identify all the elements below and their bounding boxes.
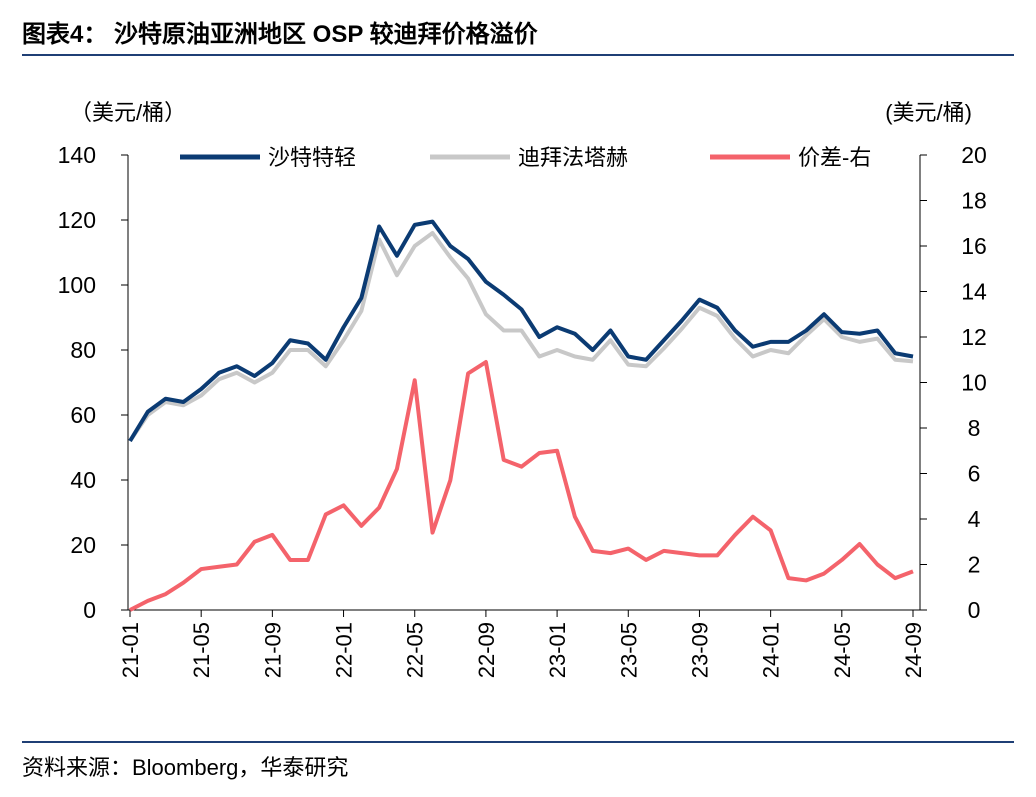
y-tick-label: 80 [70,337,96,363]
legend-label: 沙特特轻 [268,145,356,170]
x-tick-label: 24-05 [830,622,855,678]
title: 图表4： 沙特原油亚洲地区 OSP 较迪拜价格溢价 [22,20,539,48]
y-tick-label: 40 [70,467,96,493]
y-tick-label: 100 [58,272,96,298]
series-line [129,360,914,612]
x-tick-label: 21-05 [189,622,214,678]
x-tick-label: 22-01 [332,622,357,678]
y-tick-label: 140 [58,142,96,168]
y2-tick-label: 16 [961,233,987,259]
y-tick-label: 120 [58,207,96,233]
y2-tick-label: 0 [968,597,981,623]
x-tick-label: 24-01 [759,622,784,678]
x-tick-label: 24-09 [901,622,926,678]
legend-label: 迪拜法塔赫 [518,145,628,170]
y2-tick-label: 6 [968,461,981,487]
y2-tick-label: 20 [961,142,987,168]
y2-tick-label: 14 [961,279,987,305]
x-tick-label: 23-09 [687,622,712,678]
y2-tick-label: 12 [961,324,987,350]
x-tick-label: 22-05 [403,622,428,678]
series-line [128,231,914,443]
y-tick-label: 0 [83,597,96,623]
y2-tick-label: 2 [968,552,981,578]
y2-tick-label: 18 [961,188,987,214]
y-label: （美元/桶） [70,100,186,125]
series-line [128,219,914,443]
x-tick-label: 21-09 [260,622,285,678]
y2-tick-label: 8 [968,415,981,441]
source: 资料来源：Bloomberg，华泰研究 [22,755,348,780]
x-tick-label: 22-09 [474,622,499,678]
y2-tick-label: 10 [961,370,987,396]
y2-tick-label: 4 [968,506,981,532]
legend-label: 价差-右 [798,145,871,170]
y-tick-label: 60 [70,402,96,428]
y2-label: (美元/桶) [885,100,972,125]
x-tick-label: 23-01 [545,622,570,678]
x-tick-label: 21-01 [118,622,143,678]
y-tick-label: 20 [70,532,96,558]
x-tick-label: 23-05 [616,622,641,678]
